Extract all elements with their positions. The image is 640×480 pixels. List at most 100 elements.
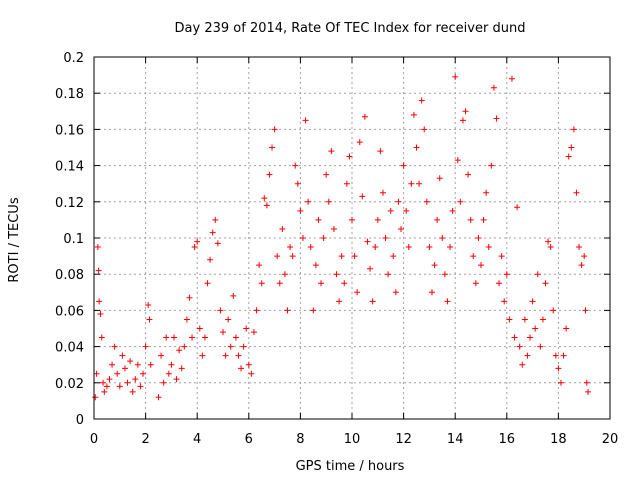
data-point	[220, 329, 226, 336]
data-point	[527, 334, 534, 341]
data-point	[410, 111, 417, 118]
data-point	[168, 361, 175, 368]
data-point	[581, 253, 588, 260]
data-points	[92, 73, 592, 401]
data-point	[178, 365, 185, 372]
data-point	[279, 225, 286, 232]
data-point	[116, 383, 123, 390]
data-point	[170, 334, 177, 341]
data-point	[183, 316, 190, 323]
data-point	[459, 117, 466, 124]
data-point	[452, 73, 459, 80]
y-tick-label: 0.14	[55, 160, 84, 175]
data-point	[374, 216, 381, 223]
y-tick-label: 0.2	[63, 51, 84, 66]
x-tick-label: 16	[499, 432, 516, 447]
data-point	[274, 253, 281, 260]
data-point	[289, 253, 296, 260]
data-point	[146, 316, 153, 323]
data-point	[214, 240, 221, 247]
data-point	[390, 253, 397, 260]
data-point	[418, 97, 425, 104]
x-tick-label: 0	[90, 432, 98, 447]
data-point	[276, 280, 283, 287]
x-tick-label: 2	[141, 432, 149, 447]
data-point	[199, 352, 206, 359]
data-point	[534, 271, 541, 278]
data-point	[555, 365, 562, 372]
x-tick-label: 18	[550, 432, 567, 447]
data-point	[421, 126, 428, 133]
data-point	[506, 316, 513, 323]
data-point	[578, 262, 585, 269]
data-point	[140, 370, 147, 377]
y-tick-label: 0.06	[55, 304, 84, 319]
x-tick-label: 20	[602, 432, 619, 447]
data-point	[516, 343, 523, 350]
data-point	[483, 189, 490, 196]
data-point	[196, 325, 203, 332]
data-point	[521, 316, 528, 323]
data-point	[225, 316, 232, 323]
data-point	[253, 307, 260, 314]
y-tick-label: 0.04	[55, 341, 84, 356]
data-point	[258, 280, 265, 287]
data-point	[582, 307, 589, 314]
data-point	[511, 334, 518, 341]
data-point	[222, 352, 229, 359]
data-point	[173, 376, 180, 383]
data-point	[266, 171, 273, 178]
data-point	[560, 352, 567, 359]
data-point	[97, 311, 104, 318]
data-point	[240, 343, 247, 350]
data-point	[106, 376, 113, 383]
data-point	[338, 253, 345, 260]
data-point	[127, 358, 134, 365]
data-point	[542, 280, 549, 287]
data-point	[395, 198, 402, 205]
data-point	[547, 244, 554, 251]
data-point	[341, 280, 348, 287]
data-point	[181, 343, 188, 350]
data-point	[191, 244, 198, 251]
data-point	[431, 262, 438, 269]
data-point	[269, 144, 276, 151]
data-point	[201, 334, 208, 341]
chart-title: Day 239 of 2014, Rate Of TEC Index for r…	[175, 21, 526, 36]
data-point	[382, 235, 389, 241]
data-point	[472, 280, 479, 287]
data-point	[310, 307, 317, 314]
data-point	[454, 157, 461, 164]
data-point	[263, 202, 270, 209]
x-tick-label: 6	[245, 432, 253, 447]
data-point	[379, 189, 386, 196]
data-point	[209, 229, 216, 236]
data-point	[346, 153, 353, 160]
data-point	[297, 207, 304, 214]
y-tick-label: 0.16	[55, 123, 84, 138]
data-point	[147, 361, 154, 368]
data-point	[230, 292, 237, 299]
data-point	[436, 175, 443, 182]
data-point	[93, 370, 100, 377]
data-point	[408, 180, 415, 187]
data-point	[124, 379, 131, 386]
data-point	[158, 352, 165, 359]
grid-lines	[94, 57, 610, 419]
data-point	[537, 343, 544, 350]
data-point	[320, 235, 327, 241]
data-point	[403, 207, 410, 214]
data-point	[426, 244, 433, 251]
y-tick-label: 0	[76, 413, 84, 428]
data-point	[493, 115, 500, 122]
data-point	[416, 180, 423, 187]
data-point	[508, 75, 515, 82]
data-point	[369, 298, 376, 305]
data-point	[356, 139, 363, 146]
data-point	[294, 180, 301, 187]
data-point	[315, 216, 322, 223]
x-tick-label: 14	[447, 432, 464, 447]
data-point	[336, 298, 343, 305]
data-point	[100, 379, 107, 386]
data-point	[121, 365, 128, 372]
